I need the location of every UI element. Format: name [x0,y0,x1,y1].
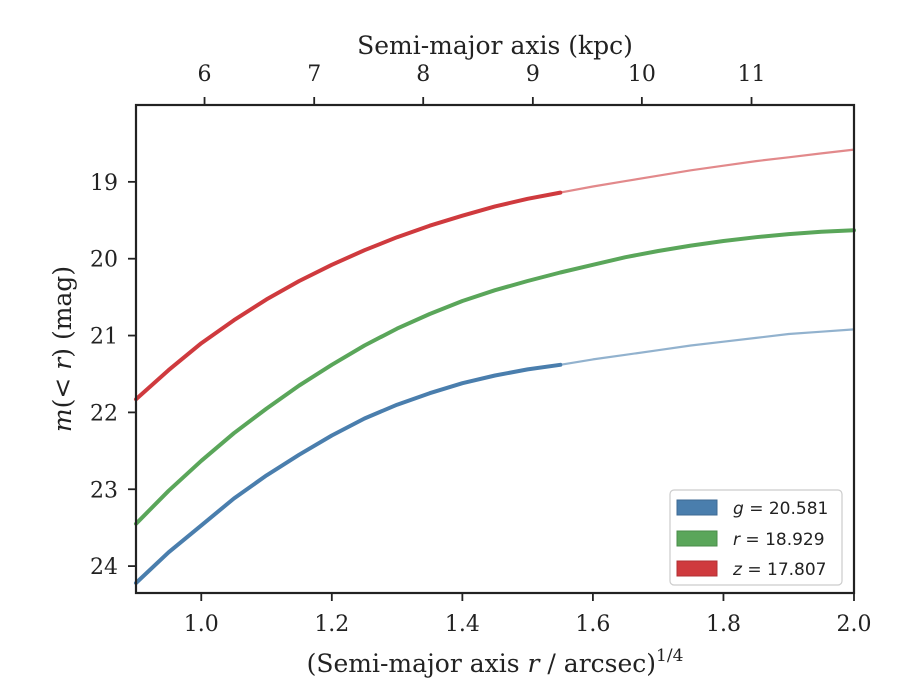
series-g-extrapolated-line [560,328,855,366]
y-tick-label: 22 [90,401,118,426]
bottom-x-axis: 1.0 1.2 1.4 1.6 1.8 2.0 [184,593,872,637]
x-axis-title-var: r [528,649,542,678]
x-tick-label: 1.2 [314,612,349,637]
top-tick-label: 8 [416,62,430,87]
legend-swatch-g [676,499,718,516]
legend-label-r: r = 18.929 [733,530,825,550]
top-tick-label: 7 [307,62,321,87]
y-axis-title-close: ) [48,348,77,358]
y-tick-label: 20 [90,248,118,273]
series-z-extrapolated-line [560,148,855,194]
legend-label-g: g = 20.581 [733,499,828,519]
top-tick-label: 9 [526,62,540,87]
x-axis-title-prefix: (Semi-major axis [307,649,528,678]
legend-label-z: z = 17.807 [732,560,826,580]
y-axis-title-m: m [48,408,77,432]
y-tick-label: 24 [90,555,118,580]
series-r-line [134,228,856,526]
x-tick-label: 2.0 [837,612,872,637]
x-axis-title-suffix: / arcsec) [539,649,656,678]
x-axis-title: (Semi-major axis r / arcsec)1/4 [307,646,684,678]
plot-frame [134,103,856,595]
legend-swatch-z [676,560,718,577]
series-z-line [134,190,563,402]
y-axis-title-lt: (< [48,370,77,409]
x-axis-title-exponent: 1/4 [656,646,683,666]
y-tick-label: 19 [90,171,118,196]
x-tick-label: 1.4 [445,612,480,637]
y-axis-title-unit: (mag) [48,266,77,348]
y-axis-title: m(< r) (mag) [48,266,77,432]
x-tick-label: 1.6 [575,612,610,637]
series-g-line [134,362,563,585]
top-tick-label: 10 [628,62,656,87]
y-axis-title-r: r [48,356,77,370]
legend: g = 20.581 r = 18.929 z = 17.807 [669,489,843,586]
top-tick-label: 6 [198,62,212,87]
series-lines [134,148,856,585]
x-tick-label: 1.8 [706,612,741,637]
y-tick-label: 21 [90,325,118,350]
legend-swatch-r [676,530,718,547]
top-axis-title: Semi-major axis (kpc) [357,31,633,60]
left-y-axis: 19 20 21 22 23 24 [90,171,136,580]
y-tick-label: 23 [90,478,118,503]
top-tick-label: 11 [738,62,766,87]
top-x-axis: 6 7 8 9 10 11 [198,62,766,105]
x-tick-label: 1.0 [184,612,219,637]
